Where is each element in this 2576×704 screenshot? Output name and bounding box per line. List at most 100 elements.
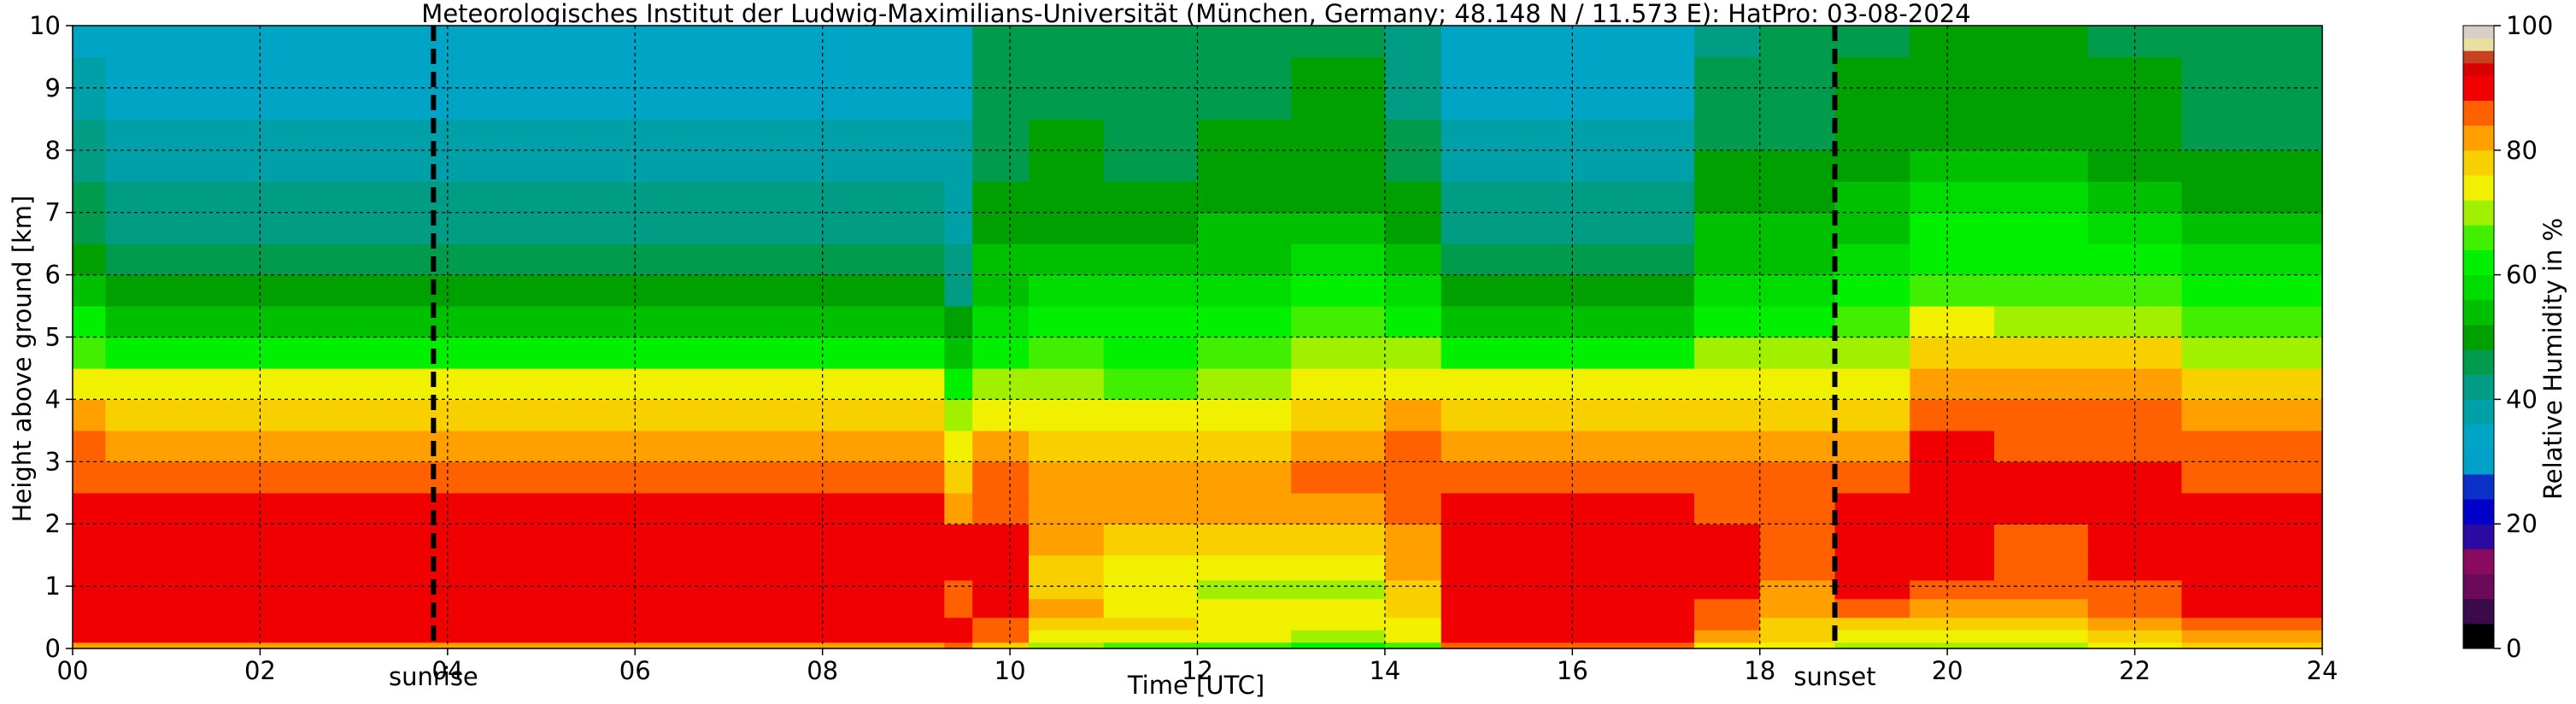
heatmap-cell [1029, 461, 1105, 494]
y-tick-label: 2 [45, 509, 61, 538]
heatmap-cell [1384, 243, 1442, 276]
heatmap-cell [1103, 119, 1199, 151]
heatmap-cell [944, 461, 973, 494]
y-tick-label: 6 [45, 261, 61, 290]
heatmap-cell [1834, 430, 1910, 462]
sun-markers: sunrise sunset [389, 26, 1876, 691]
heatmap-cell [1197, 212, 1292, 244]
heatmap-cell [1291, 119, 1386, 151]
heatmap-cell [1441, 598, 1695, 619]
plot-grid [73, 26, 2322, 648]
heatmap-cell [2181, 461, 2323, 494]
heatmap-cell [2181, 274, 2323, 307]
colorbar-segment [2463, 150, 2494, 176]
heatmap-cell [1029, 119, 1105, 151]
heatmap-cell [73, 367, 106, 400]
heatmap-cell [2181, 630, 2323, 643]
heatmap-cell [1834, 87, 1910, 120]
heatmap-cell [73, 150, 106, 182]
heatmap-cell [1693, 87, 1761, 120]
heatmap-cell [1029, 399, 1105, 431]
chart-title: Meteorologisches Institut der Ludwig-Max… [421, 0, 1970, 28]
heatmap-cell [73, 617, 106, 631]
heatmap-cell [1103, 554, 1199, 581]
heatmap-cell [1759, 461, 1836, 494]
colorbar-segment [2463, 125, 2494, 151]
heatmap-cell [1834, 243, 1910, 276]
heatmap-cell [972, 579, 1030, 600]
colorbar-segment [2463, 324, 2494, 350]
heatmap-cell [1103, 399, 1199, 431]
heatmap-cell [73, 119, 106, 151]
heatmap-cell [1994, 26, 2089, 58]
heatmap-cell [1910, 212, 1995, 244]
heatmap-cell [1384, 399, 1442, 431]
heatmap-cell [1441, 492, 1695, 525]
heatmap-cell [1103, 617, 1199, 631]
heatmap-cell [1994, 150, 2089, 182]
heatmap-cell [1103, 492, 1199, 525]
heatmap-cell [1759, 524, 1836, 556]
heatmap-cell [944, 56, 973, 89]
heatmap-cell [2181, 243, 2323, 276]
heatmap-cell [1910, 554, 1995, 581]
heatmap-cell [1759, 119, 1836, 151]
heatmap-cell [2181, 492, 2323, 525]
heatmap-cell [1910, 617, 1995, 631]
heatmap-cell [1291, 367, 1386, 400]
heatmap-cell [105, 56, 945, 89]
heatmap-cell [1291, 598, 1386, 619]
heatmap-cell [1910, 306, 1995, 338]
heatmap-cell [1834, 150, 1910, 182]
heatmap-cell [1910, 524, 1995, 556]
humidity-heatmap [73, 26, 2323, 649]
heatmap-cell [1910, 243, 1995, 276]
heatmap-cell [1197, 337, 1292, 369]
y-tick-label: 7 [45, 198, 61, 227]
heatmap-cell [972, 554, 1030, 581]
heatmap-cell [1384, 461, 1442, 494]
heatmap-cell [1994, 430, 2089, 462]
heatmap-cell [1197, 367, 1292, 400]
heatmap-cell [1834, 399, 1910, 431]
y-tick-label: 4 [45, 384, 61, 414]
heatmap-cell [105, 430, 945, 462]
heatmap-cell [1834, 524, 1910, 556]
y-axis-label: Height above ground [km] [8, 196, 37, 523]
heatmap-cell [1029, 579, 1105, 600]
heatmap-cell [1910, 119, 1995, 151]
heatmap-cell [1384, 554, 1442, 581]
heatmap-cell [1103, 337, 1199, 369]
heatmap-cell [1291, 579, 1386, 600]
heatmap-cell [105, 554, 945, 581]
heatmap-cell [1103, 87, 1199, 120]
heatmap-cell [1994, 212, 2089, 244]
heatmap-cell [2181, 642, 2323, 649]
colorbar-segment [2463, 200, 2494, 226]
heatmap-cell [73, 243, 106, 276]
heatmap-cell [1291, 430, 1386, 462]
heatmap-cell [1197, 399, 1292, 431]
x-tick-label: 18 [1744, 656, 1775, 685]
heatmap-cell [1834, 461, 1910, 494]
heatmap-cell [105, 181, 945, 214]
colorbar-segment [2463, 349, 2494, 375]
colorbar-segment [2463, 449, 2494, 475]
heatmap-cell [2181, 554, 2323, 581]
colorbar-segment [2463, 399, 2494, 425]
heatmap-cell [1384, 367, 1442, 400]
heatmap-cell [1994, 642, 2089, 649]
heatmap-cell [1759, 274, 1836, 307]
heatmap-cell [944, 399, 973, 431]
heatmap-cell [2181, 119, 2323, 151]
heatmap-cell [1441, 212, 1695, 244]
colorbar-segment [2463, 299, 2494, 326]
heatmap-cell [1103, 642, 1199, 649]
heatmap-cell [1029, 306, 1105, 338]
heatmap-cell [1441, 399, 1695, 431]
colorbar-segment [2463, 499, 2494, 525]
colorbar: 0 20 40 60 80 100 [2462, 11, 2553, 663]
colorbar-segment [2463, 100, 2494, 126]
heatmap-cell [73, 181, 106, 214]
